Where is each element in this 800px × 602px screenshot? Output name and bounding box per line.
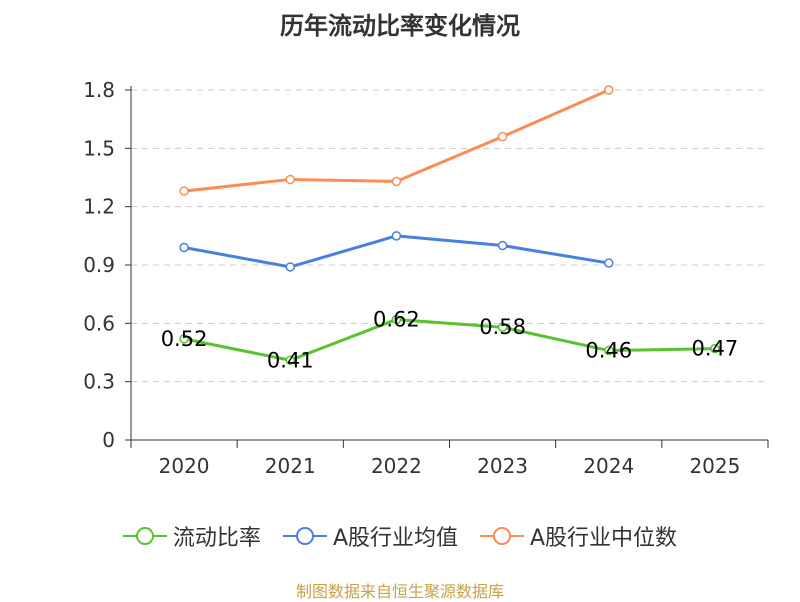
legend-label: 流动比率 <box>172 526 261 551</box>
data-point[interactable] <box>285 355 295 366</box>
data-point[interactable] <box>604 345 614 356</box>
data-point[interactable] <box>497 240 508 251</box>
data-point[interactable] <box>285 262 295 272</box>
x-tick-label: 2023 <box>477 454 528 478</box>
y-tick-label: 1.8 <box>83 78 115 102</box>
x-tick-label: 2020 <box>159 454 210 478</box>
legend-item-industry-median[interactable]: A股行业中位数 <box>480 520 677 552</box>
data-point[interactable] <box>391 176 402 187</box>
data-label: 0.46 <box>585 339 632 363</box>
legend-item-current-ratio[interactable]: 流动比率 <box>122 520 261 552</box>
legend-label: A股行业均值 <box>332 526 458 551</box>
data-label: 0.62 <box>373 307 420 331</box>
legend-label: A股行业中位数 <box>530 526 678 551</box>
data-point[interactable] <box>604 85 614 95</box>
y-tick-label: 0.3 <box>83 370 115 394</box>
x-tick-label: 2025 <box>689 454 740 478</box>
chart-title: 历年流动比率变化情况 <box>280 12 520 40</box>
x-tick-label: 2022 <box>371 454 422 478</box>
x-tick-label: 2021 <box>265 454 316 478</box>
axes: 0 0.3 0.6 0.9 1.2 1.5 1.8 2020 2021 2022 2023 2024 2… <box>83 78 769 478</box>
data-point[interactable] <box>285 174 295 185</box>
series-line <box>183 317 715 362</box>
series-line <box>183 88 610 193</box>
y-tick-label: 0 <box>102 428 115 452</box>
legend-line-icon <box>480 527 524 545</box>
data-label: 0.58 <box>479 315 526 339</box>
data-point[interactable] <box>710 343 720 354</box>
data-source-note: 制图数据来自恒生聚源数据库 <box>295 582 504 601</box>
legend: 流动比率 A股行业均值 A股行业中位数 <box>0 520 800 552</box>
data-label: 0.52 <box>161 327 208 351</box>
y-tick-label: 1.2 <box>83 195 115 219</box>
data-label: 0.47 <box>692 337 739 361</box>
data-label: 0.41 <box>267 348 314 372</box>
data-point[interactable] <box>497 131 508 142</box>
data-labels: 0.52 0.41 0.62 0.58 0.46 0.47 <box>161 307 739 372</box>
grid-lines <box>131 89 768 383</box>
data-point[interactable] <box>179 186 189 196</box>
legend-line-icon <box>282 527 327 545</box>
y-tick-label: 1.5 <box>83 136 115 160</box>
data-point[interactable] <box>497 322 508 332</box>
series <box>179 85 720 366</box>
y-tick-label: 0.6 <box>83 311 115 335</box>
x-tick-label: 2024 <box>583 454 634 478</box>
legend-item-industry-mean[interactable]: A股行业均值 <box>282 520 458 552</box>
data-point[interactable] <box>179 334 189 344</box>
legend-line-icon <box>122 527 167 545</box>
data-point[interactable] <box>604 258 614 268</box>
y-tick-label: 0.9 <box>83 253 115 277</box>
data-point[interactable] <box>179 242 189 253</box>
data-point[interactable] <box>391 314 402 325</box>
data-point[interactable] <box>391 231 402 241</box>
